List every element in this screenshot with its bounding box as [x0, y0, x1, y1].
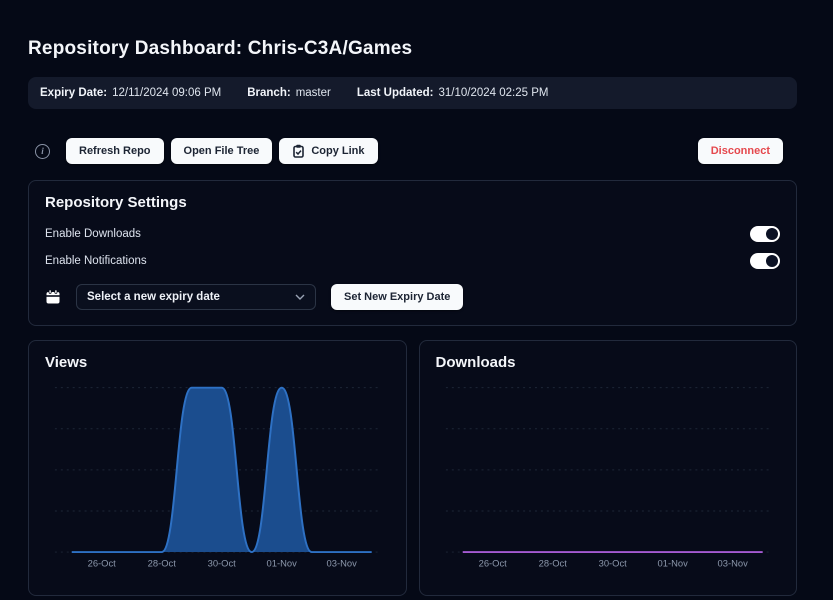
- copy-link-label: Copy Link: [311, 145, 365, 157]
- expiry-date-row: Select a new expiry date Set New Expiry …: [45, 284, 780, 310]
- views-chart-title: Views: [45, 354, 88, 371]
- downloads-chart: 26-Oct 28-Oct 30-Oct 01-Nov 03-Nov: [445, 387, 769, 569]
- calendar-icon: [45, 289, 61, 305]
- refresh-repo-label: Refresh Repo: [79, 145, 151, 157]
- expiry-date-value: 12/11/2024 09:06 PM: [112, 87, 222, 99]
- refresh-repo-button[interactable]: Refresh Repo: [66, 138, 164, 164]
- last-updated-label: Last Updated:: [356, 87, 434, 99]
- svg-text:26-Oct: 26-Oct: [478, 559, 507, 569]
- set-new-expiry-date-button[interactable]: Set New Expiry Date: [331, 284, 464, 310]
- svg-text:01-Nov: 01-Nov: [267, 559, 298, 569]
- svg-text:03-Nov: 03-Nov: [327, 559, 358, 569]
- views-chart-panel: Views 26-Oct 28-Oct 30-Oct 01-Nov 03-Nov: [28, 340, 407, 596]
- copy-link-button[interactable]: Copy Link: [279, 138, 378, 164]
- settings-title: Repository Settings: [45, 194, 187, 211]
- enable-downloads-row: Enable Downloads: [45, 226, 780, 242]
- expiry-date-select-value: Select a new expiry date: [87, 291, 220, 303]
- svg-text:28-Oct: 28-Oct: [148, 559, 177, 569]
- repository-settings-panel: Repository Settings Enable Downloads Ena…: [28, 180, 797, 326]
- open-file-tree-button[interactable]: Open File Tree: [170, 138, 273, 164]
- toggle-knob: [766, 228, 778, 240]
- enable-notifications-row: Enable Notifications: [45, 253, 780, 269]
- expiry-date-info: Expiry Date: 12/11/2024 09:06 PM: [40, 87, 221, 99]
- views-chart: 26-Oct 28-Oct 30-Oct 01-Nov 03-Nov: [54, 386, 378, 569]
- enable-downloads-label: Enable Downloads: [45, 228, 141, 240]
- disconnect-label: Disconnect: [710, 145, 770, 157]
- expiry-date-label: Expiry Date:: [40, 87, 108, 99]
- branch-label: Branch:: [247, 87, 291, 99]
- svg-text:30-Oct: 30-Oct: [598, 559, 627, 569]
- set-new-expiry-date-label: Set New Expiry Date: [344, 291, 451, 303]
- toolbar: i Refresh Repo Open File Tree Copy Link …: [28, 138, 797, 164]
- svg-text:26-Oct: 26-Oct: [88, 559, 117, 569]
- svg-text:01-Nov: 01-Nov: [657, 559, 688, 569]
- charts-row: Views 26-Oct 28-Oct 30-Oct 01-Nov 03-Nov Dow…: [28, 340, 797, 596]
- clipboard-icon: [292, 144, 305, 158]
- expiry-date-select[interactable]: Select a new expiry date: [76, 284, 316, 310]
- open-file-tree-label: Open File Tree: [183, 145, 260, 157]
- repo-info-bar: Expiry Date: 12/11/2024 09:06 PM Branch:…: [28, 77, 797, 109]
- enable-downloads-toggle[interactable]: [750, 226, 780, 242]
- svg-text:28-Oct: 28-Oct: [538, 559, 567, 569]
- page-title: Repository Dashboard: Chris-C3A/Games: [28, 38, 413, 59]
- last-updated-info: Last Updated: 31/10/2024 02:25 PM: [357, 87, 549, 99]
- disconnect-button[interactable]: Disconnect: [697, 138, 783, 164]
- enable-notifications-toggle[interactable]: [750, 253, 780, 269]
- svg-text:03-Nov: 03-Nov: [717, 559, 748, 569]
- last-updated-value: 31/10/2024 02:25 PM: [438, 87, 549, 99]
- svg-text:30-Oct: 30-Oct: [208, 559, 237, 569]
- branch-value: master: [295, 87, 331, 99]
- chevron-down-icon: [295, 294, 305, 300]
- downloads-chart-panel: Downloads 26-Oct 28-Oct 30-Oct 01-Nov 03-Nov: [418, 340, 797, 596]
- branch-info: Branch: master: [247, 87, 331, 99]
- downloads-chart-title: Downloads: [435, 354, 516, 371]
- enable-notifications-label: Enable Notifications: [45, 255, 147, 267]
- info-icon[interactable]: i: [35, 143, 50, 159]
- toggle-knob: [766, 255, 778, 267]
